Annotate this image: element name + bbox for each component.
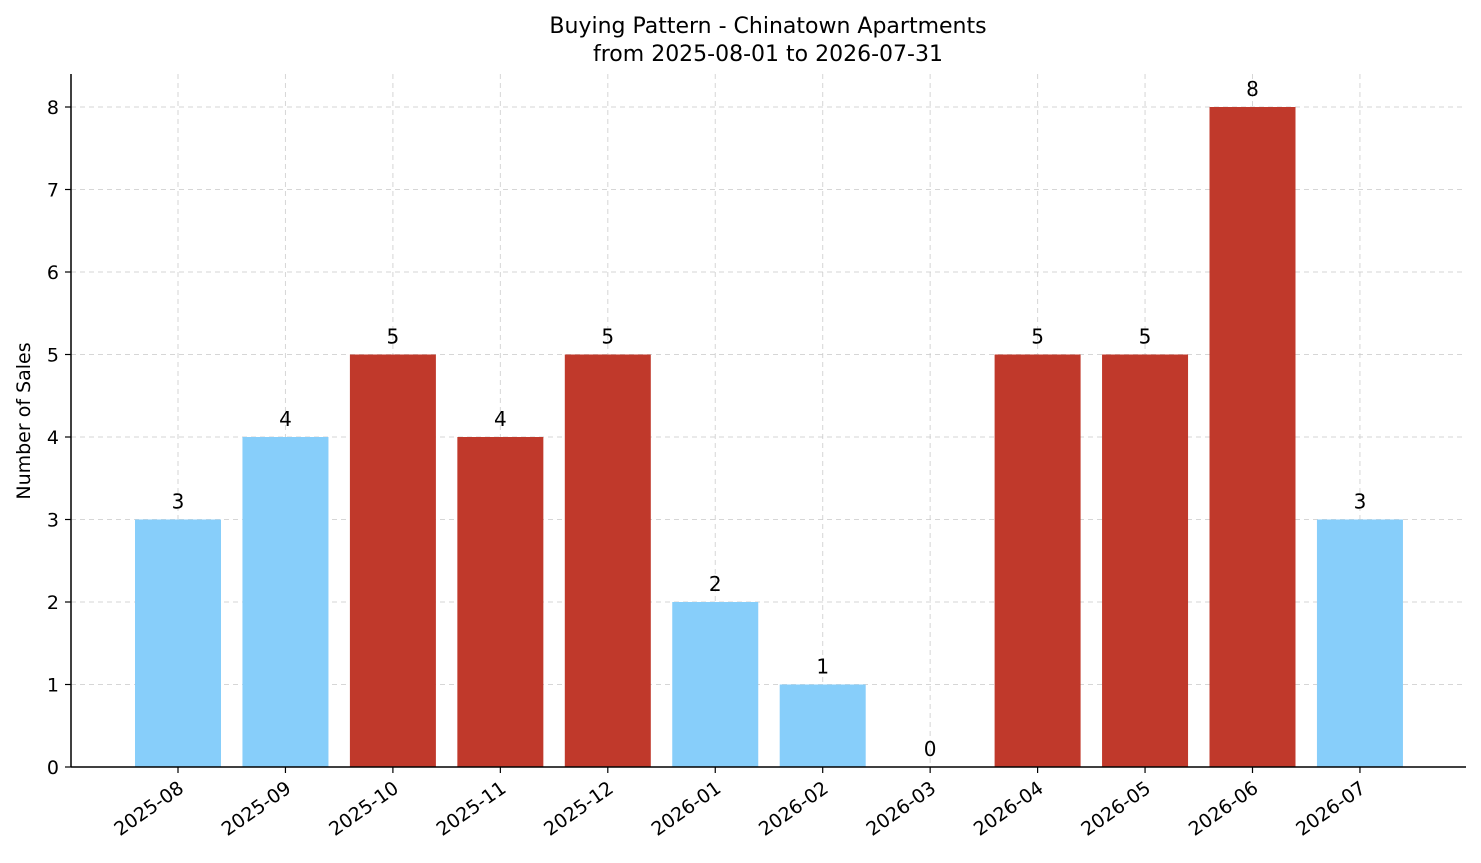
- x-tick-label: 2025-09: [218, 777, 296, 841]
- bar-value-label: 4: [279, 407, 292, 431]
- bar-2026-01: [672, 602, 759, 767]
- y-tick-label: 8: [47, 97, 59, 119]
- x-tick-label: 2026-02: [755, 777, 833, 841]
- bars: [135, 107, 1403, 767]
- y-axis-title: Number of Sales: [13, 342, 35, 499]
- y-tick-label: 3: [47, 510, 59, 532]
- bar-2026-02: [779, 684, 866, 767]
- bar-2026-06: [1209, 107, 1296, 767]
- bar-value-label: 5: [601, 325, 614, 349]
- x-tick-label: 2026-05: [1077, 777, 1155, 841]
- bar-value-label: 5: [387, 325, 400, 349]
- bar-2026-04: [994, 354, 1081, 767]
- y-tick-label: 6: [47, 262, 59, 284]
- x-tick-label: 2025-10: [325, 777, 403, 841]
- bar-value-label: 1: [816, 655, 829, 679]
- x-tick-label: 2025-12: [540, 777, 618, 841]
- bar-2026-05: [1102, 354, 1189, 767]
- bar-2025-11: [457, 437, 544, 767]
- chart-title: Buying Pattern - Chinatown Apartments: [549, 14, 986, 39]
- y-tick-label: 0: [47, 757, 59, 779]
- bar-2025-09: [242, 437, 329, 767]
- y-tick-label: 1: [47, 675, 59, 697]
- x-tick-label: 2026-03: [862, 777, 940, 841]
- bar-value-label: 0: [924, 737, 937, 761]
- y-ticks: 0 1 2 3 4 5 6 7 8: [47, 97, 71, 779]
- y-tick-label: 5: [47, 345, 59, 367]
- bar-2025-12: [564, 354, 651, 767]
- x-tick-label: 2025-11: [433, 777, 511, 841]
- x-tick-label: 2026-04: [970, 777, 1048, 841]
- chart-subtitle: from 2025-08-01 to 2026-07-31: [593, 42, 943, 67]
- bar-value-label: 2: [709, 572, 722, 596]
- bar-value-label: 5: [1139, 325, 1152, 349]
- data-labels: 3 4 5 4 5 2 1 0 5 5 8 3: [172, 77, 1367, 761]
- x-tick-label: 2026-06: [1185, 777, 1263, 841]
- y-tick-label: 4: [47, 427, 59, 449]
- x-tick-label: 2026-01: [647, 777, 725, 841]
- bar-2025-10: [349, 354, 436, 767]
- x-ticks: 2025-08 2025-09 2025-10 2025-11 2025-12 2026-…: [110, 767, 1370, 841]
- bar-value-label: 4: [494, 407, 507, 431]
- bar-value-label: 5: [1031, 325, 1044, 349]
- x-tick-label: 2026-07: [1292, 777, 1370, 841]
- y-tick-label: 7: [47, 180, 59, 202]
- bar-2026-07: [1316, 519, 1403, 767]
- bar-value-label: 3: [1354, 490, 1367, 514]
- y-tick-label: 2: [47, 592, 59, 614]
- bar-value-label: 3: [172, 490, 185, 514]
- bar-value-label: 8: [1246, 77, 1259, 101]
- bar-2025-08: [135, 519, 221, 767]
- x-tick-label: 2025-08: [110, 777, 188, 841]
